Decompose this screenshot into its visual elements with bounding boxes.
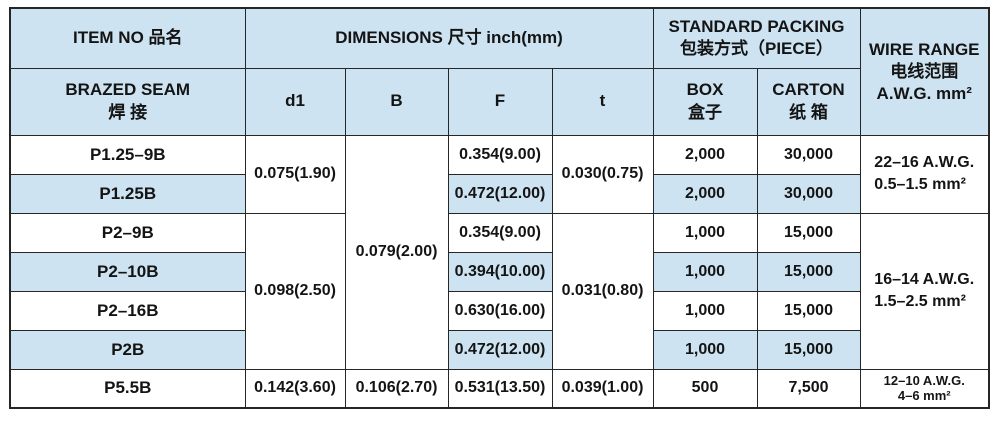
t-cell: 0.039(1.00) (551, 368, 654, 409)
f-cell: 0.630(16.00) (447, 290, 553, 331)
header-carton: CARTON 纸 箱 (756, 67, 861, 136)
f-cell: 0.472(12.00) (447, 173, 553, 214)
item-cell: P5.5B (9, 368, 246, 409)
item-cell: P1.25–9B (9, 134, 246, 175)
header-t: t (551, 67, 654, 136)
header-packing-cn: 包装方式（PIECE） (679, 39, 834, 59)
carton-cell: 30,000 (756, 173, 861, 214)
f-cell: 0.354(9.00) (447, 134, 553, 175)
table-row: P1.25B 0.472(12.00) 2,000 30,000 (9, 173, 989, 214)
box-cell: 500 (652, 368, 758, 409)
t-cell: 0.030(0.75) (551, 134, 654, 214)
item-cell: P2–9B (9, 212, 246, 253)
d1-cell: 0.098(2.50) (244, 212, 346, 370)
wire-mm2: 4–6 mm² (897, 388, 951, 404)
header-box-cn: 盒子 (688, 102, 722, 122)
f-cell: 0.394(10.00) (447, 251, 553, 292)
f-cell: 0.354(9.00) (447, 212, 553, 253)
box-cell: 1,000 (652, 290, 758, 331)
carton-cell: 15,000 (756, 290, 861, 331)
box-cell: 2,000 (652, 173, 758, 214)
header-wire-range: WIRE RANGE 电线范围 A.W.G. mm² (859, 7, 990, 136)
box-cell: 1,000 (652, 329, 758, 370)
header-brazed-seam-en: BRAZED SEAM (65, 80, 191, 100)
box-cell: 1,000 (652, 212, 758, 253)
header-box-en: BOX (686, 80, 724, 100)
carton-cell: 15,000 (756, 212, 861, 253)
table-row: P2B 0.472(12.00) 1,000 15,000 (9, 329, 989, 370)
item-cell: P1.25B (9, 173, 246, 214)
table-row: P2–10B 0.394(10.00) 1,000 15,000 (9, 251, 989, 292)
wire-awg: 16–14 A.W.G. (874, 271, 975, 289)
box-cell: 2,000 (652, 134, 758, 175)
carton-cell: 15,000 (756, 329, 861, 370)
spec-table: ITEM NO 品名 DIMENSIONS 尺寸 inch(mm) STANDA… (9, 7, 990, 409)
header-brazed-seam-cn: 焊 接 (108, 102, 148, 122)
wire-range-cell: 16–14 A.W.G. 1.5–2.5 mm² (859, 212, 990, 370)
header-brazed-seam: BRAZED SEAM 焊 接 (9, 67, 246, 136)
wire-range-text: 12–10 A.W.G. 4–6 mm² (863, 373, 987, 404)
header-carton-cn: 纸 箱 (789, 102, 828, 122)
wire-range-text: 22–16 A.W.G. 0.5–1.5 mm² (874, 152, 974, 195)
header-wire-range-unit: A.W.G. mm² (876, 83, 972, 103)
b-cell: 0.079(2.00) (344, 134, 449, 370)
table-row: P2–9B 0.098(2.50) 0.354(9.00) 0.031(0.80… (9, 212, 990, 370)
wire-mm2: 1.5–2.5 mm² (874, 293, 966, 310)
header-row-1: ITEM NO 品名 DIMENSIONS 尺寸 inch(mm) STANDA… (9, 7, 990, 136)
f-cell: 0.531(13.50) (447, 368, 553, 409)
d1-cell: 0.075(1.90) (244, 134, 346, 214)
item-cell: P2–16B (9, 290, 246, 331)
b-cell: 0.106(2.70) (344, 368, 449, 409)
wire-mm2: 0.5–1.5 mm² (874, 176, 966, 193)
header-wire-range-en: WIRE RANGE (869, 39, 980, 59)
header-item-no: ITEM NO 品名 (9, 7, 246, 69)
box-cell: 1,000 (652, 251, 758, 292)
header-b: B (344, 67, 449, 136)
carton-cell: 30,000 (756, 134, 861, 175)
wire-range-text: 16–14 A.W.G. 1.5–2.5 mm² (874, 269, 974, 312)
carton-cell: 7,500 (756, 368, 861, 409)
table-row: P2–16B 0.630(16.00) 1,000 15,000 (9, 290, 989, 331)
header-box: BOX 盒子 (652, 67, 758, 136)
header-d1: d1 (244, 67, 346, 136)
wire-range-cell: 22–16 A.W.G. 0.5–1.5 mm² (859, 134, 990, 214)
header-carton-en: CARTON (772, 80, 845, 100)
wire-range-cell: 12–10 A.W.G. 4–6 mm² (859, 368, 990, 409)
d1-cell: 0.142(3.60) (244, 368, 346, 409)
carton-cell: 15,000 (756, 251, 861, 292)
header-dimensions: DIMENSIONS 尺寸 inch(mm) (244, 7, 654, 69)
item-cell: P2B (9, 329, 246, 370)
f-cell: 0.472(12.00) (447, 329, 553, 370)
header-dimensions-label: DIMENSIONS 尺寸 inch(mm) (335, 28, 563, 48)
item-cell: P2–10B (9, 251, 246, 292)
header-row-2: BRAZED SEAM 焊 接 d1 B F t BOX 盒子 CARTON 纸… (9, 67, 989, 136)
table-row: P5.5B 0.142(3.60) 0.106(2.70) 0.531(13.5… (9, 368, 990, 409)
table-row: P1.25–9B 0.075(1.90) 0.079(2.00) 0.354(9… (9, 134, 990, 370)
header-wire-range-cn: 电线范围 (890, 61, 959, 81)
header-packing-en: STANDARD PACKING (668, 17, 845, 37)
header-standard-packing: STANDARD PACKING 包装方式（PIECE） (652, 7, 861, 69)
wire-awg: 22–16 A.W.G. (874, 154, 975, 172)
wire-awg: 12–10 A.W.G. (883, 372, 965, 388)
header-item-no-label: ITEM NO 品名 (72, 28, 183, 48)
t-cell: 0.031(0.80) (551, 212, 654, 370)
header-f: F (447, 67, 553, 136)
